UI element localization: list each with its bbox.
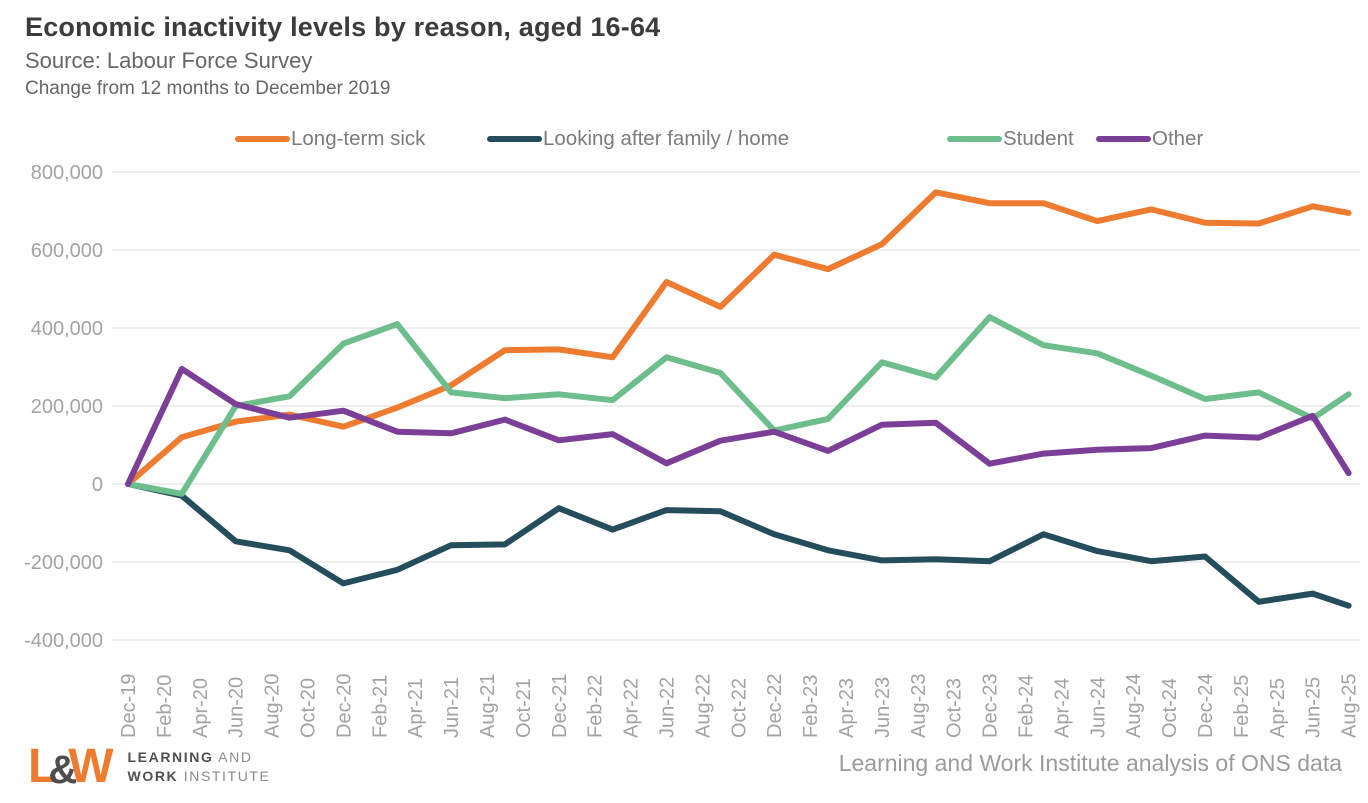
logo-letter-w: W bbox=[68, 740, 114, 793]
logo-mark: L & W bbox=[28, 740, 114, 794]
series-line-other bbox=[125, 365, 1352, 487]
legend-item-other: Other bbox=[1096, 127, 1203, 151]
x-axis-label: Jun-22 bbox=[657, 677, 679, 738]
footer-attribution: Learning and Work Institute analysis of … bbox=[838, 750, 1342, 776]
logo-line1-light: AND bbox=[218, 749, 253, 765]
x-axis-label: Apr-25 bbox=[1267, 678, 1289, 738]
x-axis-label: Aug-20 bbox=[262, 674, 284, 739]
y-axis-label: 800,000 bbox=[31, 162, 103, 184]
x-axis-label: Dec-24 bbox=[1195, 674, 1217, 738]
x-axis-label: Aug-25 bbox=[1339, 674, 1361, 739]
x-axis-label: Oct-23 bbox=[944, 678, 966, 738]
chart-legend: Long-term sick Looking after family / hom… bbox=[0, 127, 1368, 153]
x-axis-label: Feb-21 bbox=[369, 675, 391, 738]
legend-label: Other bbox=[1152, 127, 1204, 150]
logo-ampersand: & bbox=[48, 748, 78, 792]
chart-subtitle: Change from 12 months to December 2019 bbox=[25, 78, 391, 99]
x-axis-label: Dec-19 bbox=[118, 674, 140, 738]
x-axis-label: Aug-21 bbox=[477, 674, 499, 739]
legend-label: Long-term sick bbox=[291, 127, 426, 150]
legend-swatch-other bbox=[1096, 136, 1151, 142]
x-axis-label: Oct-22 bbox=[728, 678, 750, 738]
logo-letter-l: L bbox=[28, 740, 58, 793]
x-axis-label: Dec-21 bbox=[549, 674, 571, 738]
legend-swatch-student bbox=[947, 136, 1002, 142]
y-axis-label: -400,000 bbox=[24, 630, 103, 652]
x-axis-label: Apr-23 bbox=[836, 678, 858, 738]
x-axis-label: Feb-25 bbox=[1231, 675, 1253, 738]
x-axis-label: Aug-23 bbox=[908, 674, 930, 739]
x-axis-label: Oct-24 bbox=[1159, 678, 1181, 738]
x-axis-label: Oct-20 bbox=[298, 678, 320, 738]
y-axis-label: -200,000 bbox=[24, 552, 103, 574]
x-axis-label: Dec-20 bbox=[333, 674, 355, 738]
logo-text: LEARNING AND WORK INSTITUTE bbox=[128, 748, 271, 786]
x-axis-label: Aug-24 bbox=[1123, 674, 1145, 739]
legend-swatch-long-term-sick bbox=[235, 136, 290, 142]
series-line-student bbox=[125, 314, 1352, 497]
x-axis-label: Jun-21 bbox=[441, 677, 463, 738]
x-axis-label: Feb-24 bbox=[1016, 675, 1038, 738]
y-axis-label: 400,000 bbox=[31, 318, 103, 340]
series-line-long-term-sick bbox=[125, 189, 1352, 487]
y-axis-label: 200,000 bbox=[31, 396, 103, 418]
legend-item-looking-after-family-home: Looking after family / home bbox=[487, 127, 789, 151]
x-axis-label: Apr-24 bbox=[1051, 678, 1073, 738]
x-axis-label: Jun-20 bbox=[226, 677, 248, 738]
x-axis-label: Apr-20 bbox=[190, 678, 212, 738]
legend-label: Student bbox=[1003, 127, 1074, 150]
x-axis-label: Jun-23 bbox=[872, 677, 894, 738]
x-axis-label: Feb-22 bbox=[585, 675, 607, 738]
logo-line1-strong: LEARNING bbox=[127, 749, 214, 765]
x-axis-label: Apr-22 bbox=[621, 678, 643, 738]
x-axis-label: Aug-22 bbox=[692, 674, 714, 739]
learning-and-work-institute-logo: L & W LEARNING AND WORK INSTITUTE bbox=[28, 740, 271, 794]
x-axis-label: Apr-21 bbox=[405, 678, 427, 738]
x-axis-label: Oct-21 bbox=[513, 678, 535, 738]
chart-source: Source: Labour Force Survey bbox=[25, 48, 313, 73]
x-axis-label: Feb-20 bbox=[154, 675, 176, 738]
legend-swatch-looking-after-family-home bbox=[487, 136, 542, 142]
logo-line2-strong: WORK bbox=[127, 768, 179, 784]
series-line-looking-after-family-home bbox=[125, 481, 1352, 609]
x-axis-label: Dec-23 bbox=[980, 674, 1002, 738]
y-axis-label: 600,000 bbox=[31, 240, 103, 262]
x-axis-label: Jun-25 bbox=[1303, 677, 1325, 738]
chart-header: Economic inactivity levels by reason, ag… bbox=[25, 12, 660, 100]
chart-title: Economic inactivity levels by reason, ag… bbox=[25, 12, 661, 42]
line-chart: 800,000 600,000 400,000 200,000 0 -200,000 -40… bbox=[24, 162, 1361, 739]
logo-line2-light: INSTITUTE bbox=[183, 768, 271, 784]
y-axis-label: 0 bbox=[92, 474, 103, 496]
x-axis-label: Jun-24 bbox=[1087, 677, 1109, 738]
x-axis-label: Feb-23 bbox=[800, 675, 822, 738]
legend-item-student: Student bbox=[947, 127, 1074, 151]
x-axis-label: Dec-22 bbox=[764, 674, 786, 738]
legend-item-long-term-sick: Long-term sick bbox=[235, 127, 425, 151]
legend-label: Looking after family / home bbox=[543, 127, 790, 150]
